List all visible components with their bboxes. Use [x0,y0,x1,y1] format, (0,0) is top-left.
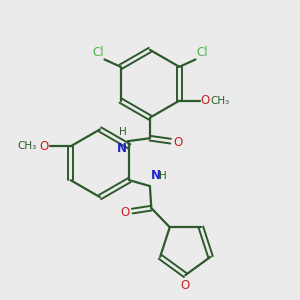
Text: CH₃: CH₃ [17,141,37,151]
Text: Cl: Cl [92,46,103,59]
Text: Cl: Cl [196,46,208,59]
Text: O: O [121,206,130,219]
Text: CH₃: CH₃ [210,96,230,106]
Text: O: O [181,279,190,292]
Text: H: H [119,127,126,137]
Text: N: N [117,142,127,155]
Text: N: N [151,169,161,182]
Text: H: H [159,171,167,181]
Text: O: O [200,94,210,107]
Text: O: O [174,136,183,149]
Text: O: O [40,140,49,153]
